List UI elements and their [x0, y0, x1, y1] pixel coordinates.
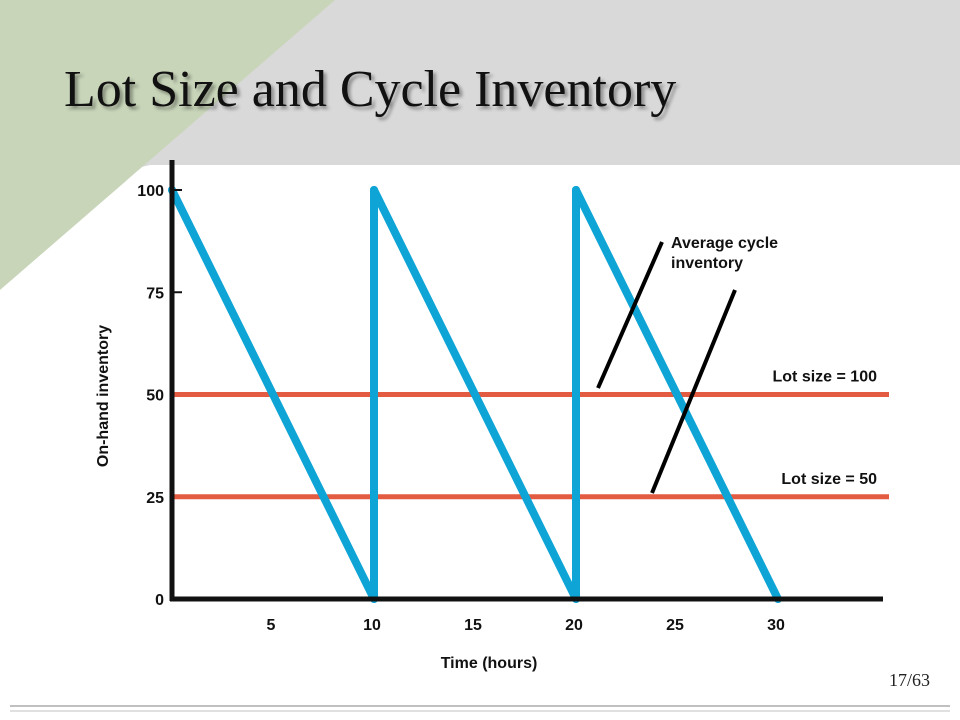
y-tick-label-50: 50 [146, 388, 164, 405]
y-tick-label-0: 0 [155, 592, 164, 609]
reference-line-label-1: Lot size = 100 [773, 369, 878, 386]
inventory-point-5 [572, 186, 580, 194]
y-tick-label-75: 75 [146, 285, 164, 302]
y-tick-label-100: 100 [137, 183, 164, 200]
x-tick-label-5: 5 [267, 617, 276, 634]
page-number: 17/63 [888, 670, 930, 690]
y-tick-label-25: 25 [146, 490, 164, 507]
annotation-text-line-1: Average cycle [671, 235, 778, 252]
annotation-text-line-2: inventory [671, 255, 743, 272]
slide-title: Lot Size and Cycle Inventory [64, 61, 677, 118]
x-tick-label-15: 15 [464, 617, 482, 634]
reference-line-label-2: Lot size = 50 [781, 471, 877, 488]
x-tick-label-20: 20 [565, 617, 583, 634]
annotation-pointer-2 [650, 289, 737, 494]
accent-triangle [0, 0, 335, 290]
x-axis-label: Time (hours) [441, 655, 538, 672]
inventory-series-line [168, 186, 782, 603]
x-tick-label-30: 30 [767, 617, 785, 634]
inventory-point-3 [370, 186, 378, 194]
y-axis-label: On-hand inventory [95, 325, 112, 467]
annotation-pointer-1 [596, 241, 664, 389]
annotation-text: Average cycle inventory [671, 235, 778, 272]
x-tick-label-10: 10 [363, 617, 381, 634]
x-tick-label-25: 25 [666, 617, 684, 634]
